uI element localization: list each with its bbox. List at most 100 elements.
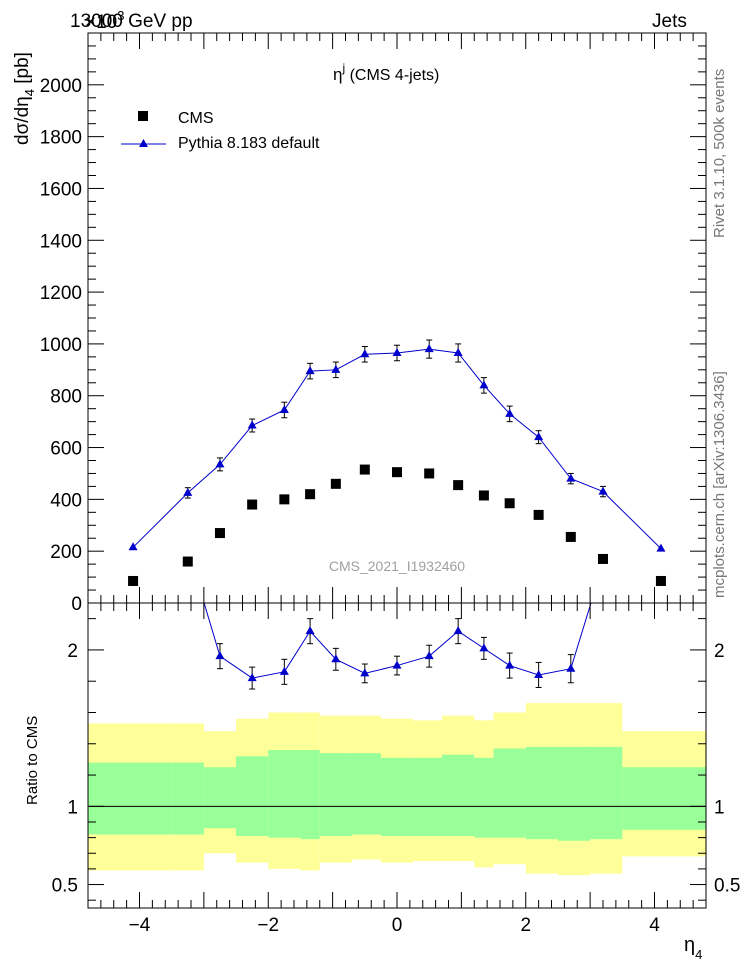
- ratio-x-tick-label: 2: [520, 915, 531, 936]
- ratio-y-tick-label: 2: [67, 641, 78, 662]
- pythia-point: [279, 404, 289, 413]
- ratio-point: [305, 626, 315, 635]
- pythia-point: [424, 344, 434, 353]
- ratio-ylabel: Ratio to CMS: [24, 716, 41, 805]
- ratio-point: [247, 673, 257, 682]
- cms-point: [392, 467, 402, 478]
- cms-point: [279, 494, 290, 505]
- ratio-plot: 0.5 0.5 1 1 2 2 −4 −2 0 2 4: [52, 602, 740, 936]
- pythia-point: [305, 366, 315, 375]
- ratio-point: [505, 660, 515, 669]
- ratio-point: [360, 668, 370, 677]
- cms-point: [504, 498, 515, 509]
- y-tick-label: 1800: [40, 128, 82, 149]
- cms-point: [305, 489, 316, 500]
- multiplier-label: ×103: [85, 8, 124, 33]
- uncertainty-band-inner: [268, 750, 301, 838]
- y-tick-label: 400: [50, 490, 82, 511]
- ratio-x-tick-label: −4: [129, 915, 151, 936]
- cms-point: [247, 499, 258, 510]
- category-label: Jets: [652, 11, 687, 32]
- pythia-point: [505, 408, 515, 417]
- pythia-point: [360, 349, 370, 358]
- cms-point: [478, 490, 489, 501]
- uncertainty-band-inner: [380, 757, 414, 837]
- ratio-x-tick-label: 0: [392, 915, 403, 936]
- ratio-point: [392, 660, 402, 669]
- ratio-y-tick-label: 1: [67, 797, 78, 818]
- y-tick-label: 1000: [40, 335, 82, 356]
- uncertainty-band-inner: [557, 746, 591, 841]
- pythia-point: [598, 486, 608, 495]
- main-title: ηj (CMS 4-jets): [333, 61, 439, 84]
- watermark: CMS_2021_I1932460: [329, 558, 465, 574]
- ratio-y-tick-label: 0.5: [52, 876, 78, 897]
- legend-pythia-marker: [139, 139, 148, 147]
- cms-point: [565, 531, 576, 542]
- y-tick-label: 800: [50, 387, 82, 408]
- cms-point: [330, 478, 341, 489]
- ratio-point: [215, 651, 225, 660]
- uncertainty-band-inner: [525, 746, 558, 840]
- pythia-point: [215, 459, 225, 468]
- uncertainty-band-inner: [590, 746, 623, 840]
- pythia-line: [132, 348, 662, 549]
- uncertainty-band-inner: [622, 767, 706, 830]
- ratio-x-tick-label: −2: [257, 915, 279, 936]
- ratio-point: [534, 669, 544, 678]
- cms-point: [533, 509, 544, 520]
- pythia-point: [128, 542, 138, 551]
- rivet-label: Rivet 3.1.10, 500k events: [711, 69, 728, 238]
- uncertainty-band-inner: [493, 748, 526, 838]
- y-tick-label: 600: [50, 439, 82, 460]
- y-tick-label: 200: [50, 542, 82, 563]
- cms-point: [182, 556, 193, 567]
- main-plot: 0 200 400 600 800 1000 1200 1400 1600 1800 2000: [40, 32, 707, 615]
- uncertainty-band-inner: [171, 762, 204, 835]
- ratio-x-tick-label: 4: [649, 915, 660, 936]
- pythia-point: [534, 432, 544, 441]
- legend-cms-marker: [138, 111, 148, 121]
- cms-point: [359, 464, 370, 475]
- cms-point: [655, 575, 666, 586]
- ratio-frame: [87, 602, 707, 909]
- cms-point: [453, 480, 464, 491]
- y-tick-label: 0: [71, 594, 82, 615]
- pythia-point: [331, 364, 341, 373]
- y-tick-label: 1600: [40, 179, 82, 200]
- ratio-y-tick-label-right: 0.5: [714, 876, 740, 897]
- uncertainty-band-inner: [442, 754, 475, 837]
- pythia-point: [247, 420, 257, 429]
- pythia-point: [453, 347, 463, 356]
- ratio-point: [479, 643, 489, 652]
- uncertainty-band-inner: [203, 767, 237, 829]
- ratio-xlabel: η4: [684, 934, 702, 962]
- ratio-point: [566, 663, 576, 672]
- mcplots-label: mcplots.cern.ch [arXiv:1306.3436]: [711, 371, 728, 598]
- uncertainty-band-inner: [300, 750, 320, 840]
- y-tick-label: 2000: [40, 76, 82, 97]
- ratio-point: [279, 666, 289, 675]
- cms-point: [598, 553, 608, 564]
- legend: CMS Pythia 8.183 default: [121, 110, 320, 152]
- ratio-point: [331, 654, 341, 663]
- ratio-point: [424, 651, 434, 660]
- ratio-y-tick-label-right: 2: [714, 641, 725, 662]
- uncertainty-band-inner: [88, 762, 172, 835]
- y-tick-label: 1400: [40, 231, 82, 252]
- uncertainty-band-inner: [474, 757, 494, 838]
- cms-point: [128, 575, 139, 586]
- pythia-point: [479, 380, 489, 389]
- energy-label: 13000 GeV pp: [70, 11, 193, 32]
- y-tick-label: 1200: [40, 283, 82, 304]
- uncertainty-band-inner: [319, 753, 352, 837]
- ratio-point: [453, 626, 463, 635]
- uncertainty-band-inner: [351, 753, 381, 835]
- uncertainty-band-inner: [413, 757, 443, 837]
- main-ylabel: dσ/dη4 [pb]: [12, 52, 37, 145]
- ratio-content: [88, 603, 706, 876]
- pythia-point: [183, 487, 193, 496]
- ratio-y-tick-label-right: 1: [714, 797, 725, 818]
- legend-pythia-label: Pythia 8.183 default: [178, 135, 320, 152]
